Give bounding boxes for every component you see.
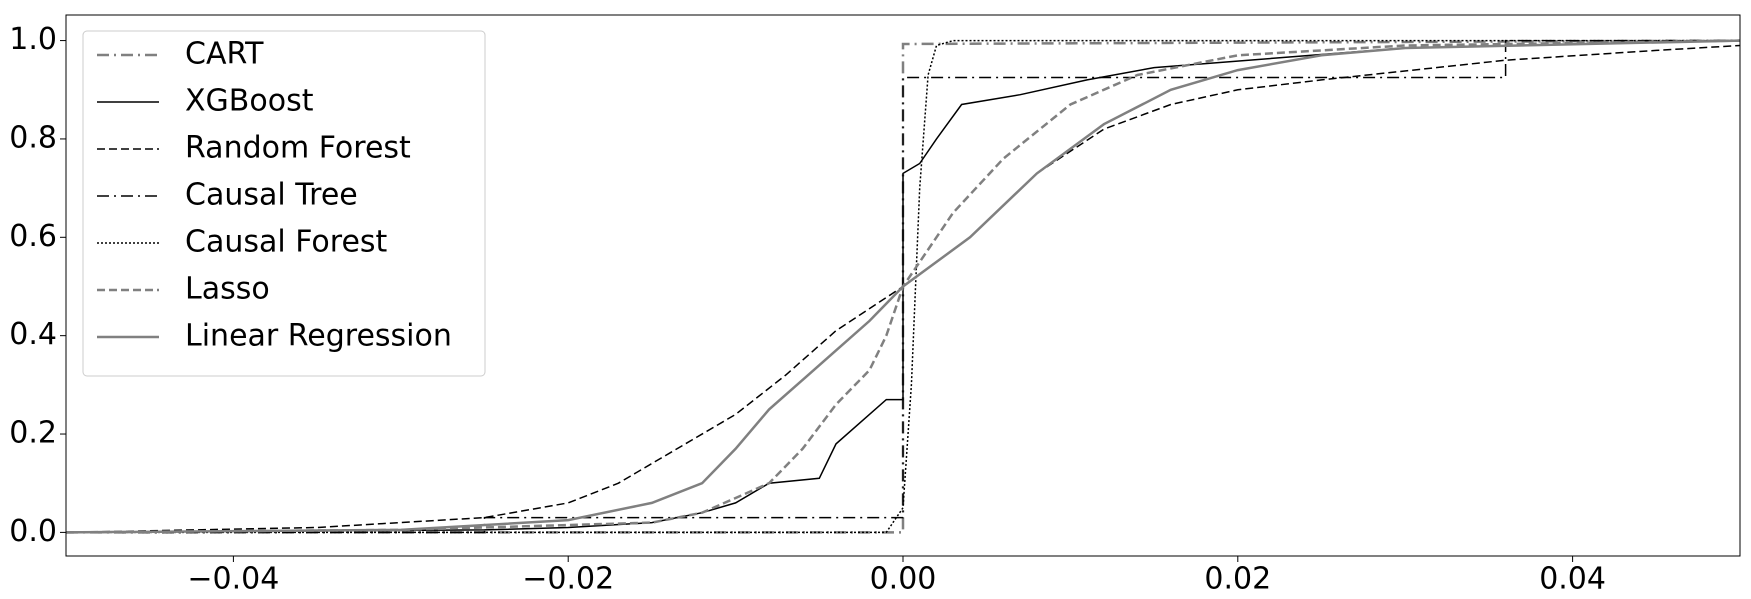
legend-label: CART: [185, 37, 264, 72]
legend-label: Causal Tree: [185, 178, 358, 213]
x-tick-label: 0.02: [1204, 562, 1271, 597]
x-tick-label: 0.04: [1539, 562, 1606, 597]
series-line: [66, 39, 1740, 534]
x-tick-label: −0.04: [187, 562, 279, 597]
legend-label: Causal Forest: [185, 225, 388, 260]
y-tick-label: 0.6: [9, 219, 57, 254]
y-tick-label: 0.4: [9, 317, 57, 352]
plot-frame: [65, 14, 1741, 557]
y-tick-label: 0.2: [9, 416, 57, 451]
series-line: [66, 39, 1740, 534]
legend-label: XGBoost: [185, 84, 314, 119]
legend-box: [82, 30, 486, 377]
legend-label: Random Forest: [185, 131, 411, 166]
y-tick-label: 0.0: [9, 514, 57, 549]
y-tick-label: 0.8: [9, 120, 57, 155]
y-tick-label: 1.0: [9, 22, 57, 57]
legend-label: Linear Regression: [185, 319, 452, 354]
series-line: [66, 39, 1740, 534]
x-tick-label: 0.00: [870, 562, 937, 597]
legend-label: Lasso: [185, 272, 270, 307]
x-tick-label: −0.02: [522, 562, 614, 597]
